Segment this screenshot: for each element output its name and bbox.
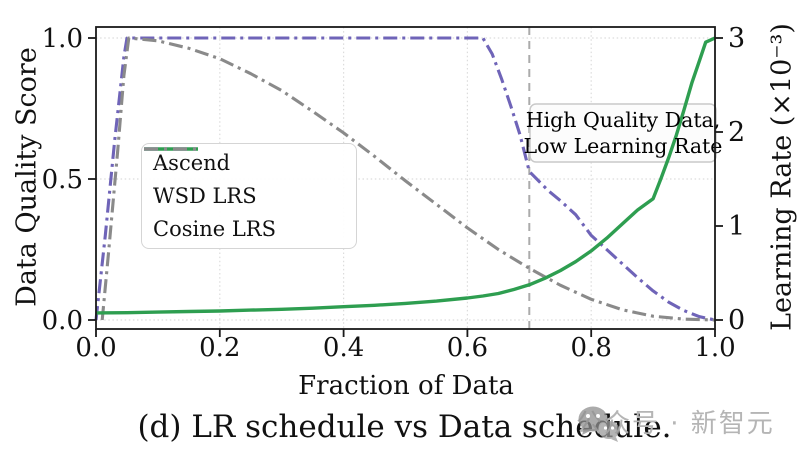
annotation-box — [529, 103, 717, 163]
svg-text:0.0: 0.0 — [42, 306, 83, 336]
svg-text:High Quality Data,: High Quality Data, — [526, 108, 721, 132]
svg-text:0.5: 0.5 — [42, 165, 83, 195]
watermark: 公众号 · 新智元 — [576, 403, 775, 442]
svg-text:0.2: 0.2 — [199, 333, 240, 363]
svg-text:0.8: 0.8 — [571, 333, 612, 363]
svg-text:2: 2 — [728, 117, 745, 148]
svg-text:3: 3 — [728, 23, 745, 54]
x-axis-title: Fraction of Data — [298, 371, 514, 401]
svg-text:1.0: 1.0 — [694, 333, 735, 363]
legend-line-sample — [144, 147, 198, 151]
svg-text:Low Learning Rate: Low Learning Rate — [524, 134, 723, 158]
annotation-text: High Quality Data,Low Learning Rate — [524, 108, 723, 158]
svg-text:0.6: 0.6 — [447, 333, 488, 363]
left-axis-title: Data Quality Score — [11, 47, 43, 307]
axis-ticks — [88, 37, 723, 337]
legend: Ascend WSD LRS Cosine LRS — [141, 143, 357, 249]
legend-item-wsd-lrs: WSD LRS — [144, 147, 356, 212]
plot-border — [95, 26, 716, 330]
data-series-lines — [94, 36, 716, 322]
legend-label: WSD LRS — [153, 183, 257, 208]
svg-text:0.4: 0.4 — [323, 333, 364, 363]
right-axis-title: Learning Rate (×10⁻³) — [766, 23, 798, 331]
svg-text:1: 1 — [728, 211, 745, 242]
svg-text:0: 0 — [728, 305, 745, 336]
svg-text:1.0: 1.0 — [42, 24, 83, 54]
svg-text:0.0: 0.0 — [75, 333, 116, 363]
legend-label: Cosine LRS — [153, 216, 276, 241]
wechat-icon — [578, 406, 620, 442]
legend-item-cosine-lrs: Cosine LRS — [144, 147, 356, 245]
legend-label: Ascend — [153, 150, 231, 175]
